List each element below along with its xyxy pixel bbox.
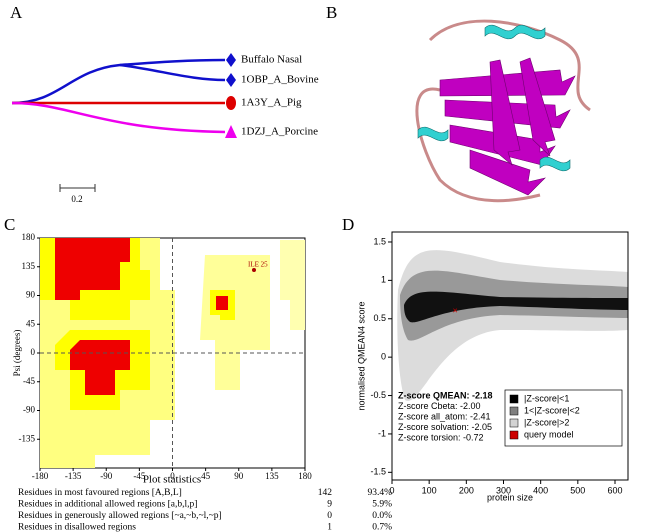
x-tick-label: 400 [533, 485, 548, 495]
stat-count: 0 [327, 511, 332, 521]
y-tick-label: 0.5 [373, 313, 386, 323]
x-tick-label: 500 [570, 485, 585, 495]
stat-label: Residues in most favoured regions [A,B,L… [18, 487, 182, 498]
leaf-label: 1OBP_A_Bovine [241, 74, 319, 86]
z-score: Z-score all_atom: -2.41 [398, 411, 491, 421]
y-tick-label: 45 [26, 318, 36, 328]
y-axis-label: Psi (degrees) [12, 330, 22, 377]
scale-label: 0.2 [71, 194, 82, 204]
stat-percent: 0.7% [372, 523, 392, 532]
legend-label: 1<|Z-score|<2 [524, 405, 580, 415]
x-axis-label: Plot statistics [143, 474, 201, 486]
x-tick-label: 100 [422, 485, 437, 495]
panel-label: B [326, 3, 337, 22]
y-axis-label: normalised QMEAN4 score [356, 301, 366, 410]
stat-count: 1 [327, 523, 332, 532]
y-tick-label: -0.5 [370, 390, 386, 400]
stat-percent: 0.0% [372, 511, 392, 521]
plot-frame [391, 231, 629, 481]
legend-box [504, 389, 623, 447]
score-cloud [397, 250, 628, 401]
stat-label: Residues in generously allowed regions [… [18, 511, 222, 521]
protein-structure [415, 19, 591, 203]
legend-swatch [509, 406, 519, 416]
z-score: Z-score Cbeta: -2.00 [398, 401, 481, 411]
panel-label: D [342, 215, 354, 234]
x-tick-label: 45 [201, 471, 211, 481]
x-tick-label: 90 [234, 471, 244, 481]
x-tick-label: -45 [133, 471, 145, 481]
stat-percent: 5.9% [372, 500, 392, 510]
x-tick-label: 200 [459, 485, 474, 495]
leaf-marker [226, 53, 236, 67]
y-tick-label: -90 [23, 405, 35, 415]
outlier-point [252, 268, 256, 272]
y-tick-label: -1 [378, 428, 386, 438]
stat-count: 9 [327, 500, 332, 510]
y-tick-label: 0 [31, 347, 36, 357]
leaf-marker [226, 96, 236, 110]
x-tick-label: 0 [389, 485, 394, 495]
y-tick-label: -45 [23, 376, 35, 386]
z-score: Z-score solvation: -2.05 [398, 422, 492, 432]
stat-count: 142 [318, 488, 333, 498]
y-tick-label: -1.5 [370, 467, 386, 477]
y-tick-label: 90 [26, 290, 36, 300]
leaf-label: Buffalo Nasal [241, 54, 302, 66]
ramachandran-plot [39, 237, 306, 469]
legend-swatch [509, 430, 519, 440]
x-tick-label: -180 [32, 471, 49, 481]
z-score: Z-score QMEAN: -2.18 [398, 390, 493, 400]
leaf-label: 1A3Y_A_Pig [241, 97, 302, 109]
z-score: Z-score torsion: -0.72 [398, 432, 484, 442]
x-tick-label: 600 [607, 485, 622, 495]
leaf-marker [226, 73, 236, 87]
leaf-marker [225, 125, 237, 138]
stat-label: Residues in additional allowed regions [… [18, 500, 197, 510]
x-tick-label: 0 [170, 471, 175, 481]
stat-label: Residues in disallowed regions [18, 523, 136, 532]
legend-swatch [509, 394, 519, 404]
y-tick-label: 135 [22, 261, 36, 271]
y-tick-label: 0 [381, 352, 386, 362]
panel-label: A [10, 3, 23, 22]
x-tick-label: 180 [298, 471, 312, 481]
legend-label: |Z-score|>2 [524, 417, 569, 427]
y-tick-label: 180 [22, 232, 36, 242]
x-axis-label: protein size [487, 492, 533, 502]
legend-label: |Z-score|<1 [524, 393, 569, 403]
x-tick-label: 135 [265, 471, 279, 481]
panel-label: C [4, 215, 15, 234]
tree [11, 58, 226, 134]
query-point: × [453, 305, 458, 315]
x-tick-label: 300 [496, 485, 511, 495]
y-tick-label: 1.5 [373, 236, 386, 246]
y-tick-label: 1 [381, 275, 386, 285]
annotation: ILE 25 [248, 261, 268, 269]
legend-swatch [509, 418, 519, 428]
x-tick-label: -135 [65, 471, 82, 481]
stat-percent: 93.4% [367, 488, 392, 498]
scale-bar [59, 184, 96, 192]
leaf-label: 1DZJ_A_Porcine [241, 126, 318, 138]
legend-label: query model [524, 429, 574, 439]
y-tick-label: -135 [19, 433, 36, 443]
x-tick-label: -90 [100, 471, 112, 481]
